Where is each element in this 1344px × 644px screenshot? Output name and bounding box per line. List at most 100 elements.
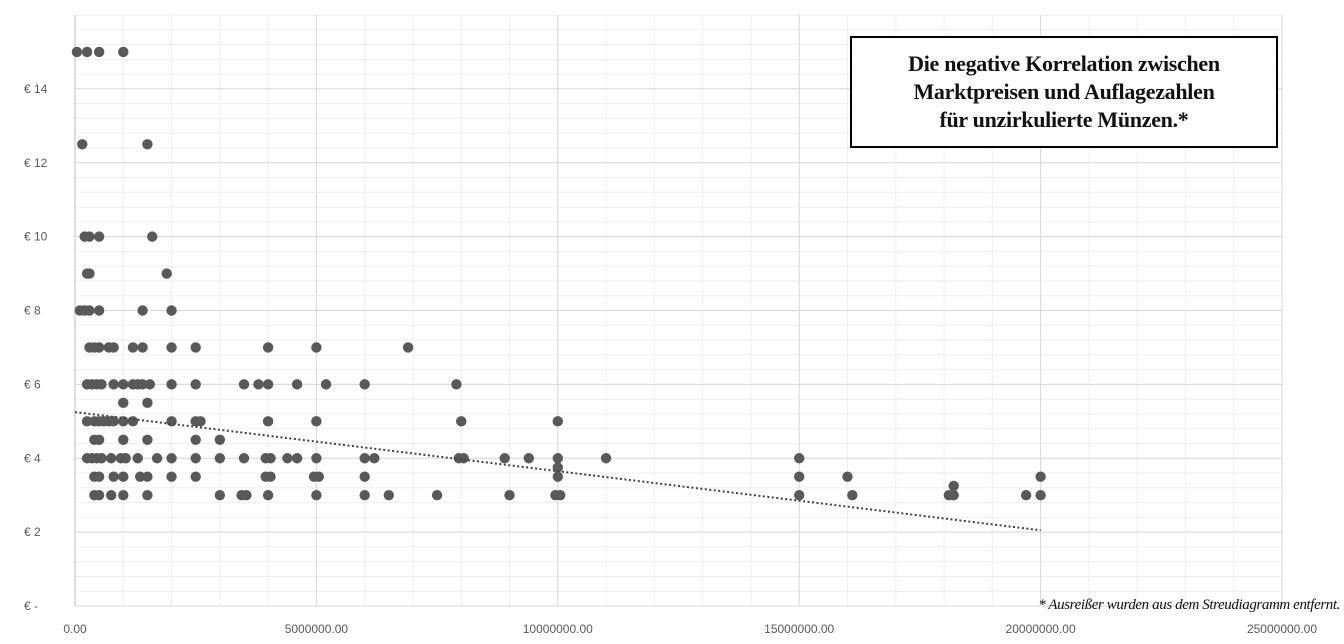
y-tick-label: € 8	[24, 304, 41, 318]
data-point	[120, 453, 131, 464]
data-point	[190, 453, 201, 464]
data-point	[291, 379, 303, 390]
data-point	[93, 434, 105, 445]
data-point	[81, 46, 93, 58]
data-point	[451, 379, 462, 390]
data-point	[96, 379, 107, 390]
data-point	[552, 471, 563, 482]
data-point	[142, 397, 153, 409]
x-tick-label: 15000000.00	[764, 622, 834, 636]
chart-title-box: Die negative Korrelation zwischen Marktp…	[850, 36, 1278, 148]
chart-footnote: * Ausreißer wurden aus dem Streudiagramm…	[1038, 597, 1340, 613]
data-point	[359, 453, 370, 464]
data-point	[458, 453, 469, 464]
data-point	[108, 471, 119, 482]
data-point	[93, 305, 105, 316]
data-point	[137, 305, 148, 316]
data-point	[238, 379, 250, 390]
data-point	[431, 489, 443, 501]
data-point	[359, 489, 370, 501]
x-tick-label: 25000000.00	[1247, 622, 1317, 636]
data-point	[311, 416, 322, 427]
data-point	[262, 489, 274, 501]
data-point	[265, 471, 276, 482]
data-point	[166, 453, 177, 464]
chart-title: Die negative Korrelation zwischen Marktp…	[908, 51, 1220, 132]
data-point	[108, 379, 119, 390]
y-tick-label: € 10	[24, 230, 48, 244]
data-point	[241, 489, 252, 501]
data-point	[499, 453, 510, 464]
data-point	[84, 268, 95, 279]
data-point	[118, 397, 129, 409]
data-point	[948, 489, 959, 501]
data-point	[142, 471, 153, 482]
data-point	[118, 471, 129, 482]
data-point	[118, 489, 129, 501]
data-point	[402, 342, 414, 353]
data-point	[147, 231, 158, 242]
data-point	[108, 342, 119, 353]
data-point	[238, 453, 250, 464]
data-point	[118, 379, 129, 390]
data-point	[166, 342, 177, 353]
data-point	[262, 342, 274, 353]
data-point	[282, 453, 293, 464]
y-tick-label: € 4	[24, 451, 41, 465]
y-tick-label: € 14	[24, 82, 48, 96]
data-point	[190, 434, 201, 445]
data-point	[93, 489, 105, 501]
data-point	[320, 379, 332, 390]
data-point	[118, 46, 129, 58]
data-point	[262, 379, 274, 390]
data-point	[106, 453, 117, 464]
data-point	[93, 342, 105, 353]
data-point	[190, 379, 201, 390]
data-point	[265, 453, 276, 464]
data-point	[214, 489, 226, 501]
data-point	[84, 231, 95, 242]
data-point	[214, 434, 226, 445]
data-point	[311, 489, 322, 501]
data-point	[71, 46, 83, 58]
data-point	[291, 453, 303, 464]
y-tick-label: € 12	[24, 156, 48, 170]
x-tick-label: 5000000.00	[285, 622, 349, 636]
data-point	[369, 453, 380, 464]
data-point	[142, 489, 153, 501]
data-point	[93, 231, 105, 242]
data-point	[552, 462, 563, 473]
x-tick-label: 20000000.00	[1006, 622, 1076, 636]
y-tick-labels: € - € 2 € 4 € 6 € 8 € 10 € 12 € 14	[24, 82, 48, 613]
data-point	[794, 489, 805, 501]
data-point	[127, 342, 139, 353]
data-point	[253, 379, 264, 390]
data-point	[77, 139, 88, 150]
data-point	[552, 453, 563, 464]
data-point	[1020, 489, 1032, 501]
data-point	[127, 416, 139, 427]
data-point	[311, 342, 322, 353]
data-point	[383, 489, 395, 501]
data-point	[190, 471, 201, 482]
data-point	[93, 471, 105, 482]
data-point	[214, 453, 226, 464]
data-point	[134, 471, 146, 482]
y-tick-label: € 6	[24, 377, 41, 391]
data-point	[190, 342, 201, 353]
data-point	[456, 416, 467, 427]
x-tick-label: 0.00	[63, 622, 87, 636]
data-point	[132, 453, 143, 464]
data-point	[359, 471, 370, 482]
data-point	[504, 489, 515, 501]
trendline	[74, 411, 1041, 532]
data-point	[84, 305, 95, 316]
data-point	[552, 416, 563, 427]
y-tick-label: € -	[24, 599, 38, 613]
data-point	[1035, 489, 1046, 501]
data-point	[948, 480, 959, 492]
data-point	[262, 416, 274, 427]
data-point	[195, 416, 206, 427]
data-point	[106, 489, 117, 501]
data-point	[842, 471, 853, 482]
